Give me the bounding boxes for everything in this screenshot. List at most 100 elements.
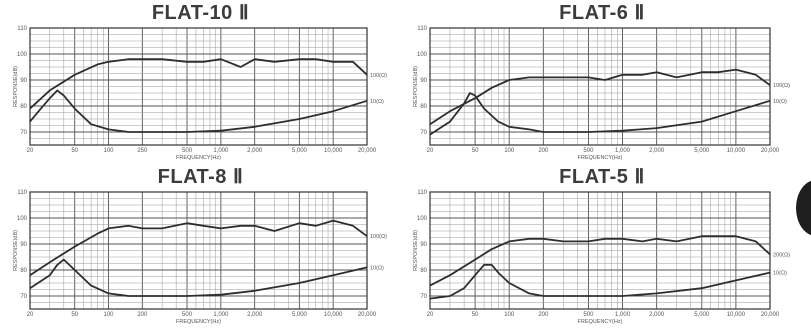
series-line xyxy=(429,263,771,300)
chart-title: FLAT-5 Ⅱ xyxy=(559,166,645,188)
plot-area: 70 80 90 100 110 20 50 100 200 500 1,000 2,000 5,000… xyxy=(413,26,790,161)
x-tick-label: 50 xyxy=(472,312,479,318)
y-tick-label: 80 xyxy=(420,104,427,110)
x-axis-label: FREQUENCY(Hz) xyxy=(176,319,221,325)
chart-title: FLAT-10 Ⅱ xyxy=(151,2,250,24)
x-tick-label: 1,000 xyxy=(615,148,631,154)
series-line xyxy=(29,58,368,110)
x-tick-label: 20,000 xyxy=(358,148,377,154)
x-tick-label: 100 xyxy=(504,148,515,154)
y-tick-label: 70 xyxy=(420,130,427,136)
series-label: 200(Ω) xyxy=(773,252,790,258)
chart-flat-5: FLAT-5 Ⅱ 70 80 90 100 110 20 50 100 200 500 1,000 2… xyxy=(408,164,796,329)
series-line xyxy=(29,258,368,297)
x-tick-label: 200 xyxy=(538,148,549,154)
series-line xyxy=(29,219,368,276)
y-axis-label: RESPONSE(dB) xyxy=(413,66,419,107)
x-tick-label: 5,000 xyxy=(694,148,710,154)
series-label: 100(Ω) xyxy=(370,234,387,240)
plot-area: 70 80 90 100 110 20 50 100 200 500 1,000 2,000 5,000… xyxy=(13,190,387,325)
x-tick-label: 250 xyxy=(137,148,148,154)
x-tick-label: 10,000 xyxy=(727,312,746,318)
series-label: 10(Ω) xyxy=(370,265,384,271)
x-tick-label: 2,000 xyxy=(247,312,263,318)
x-tick-label: 10,000 xyxy=(324,148,343,154)
series-label: 10(Ω) xyxy=(370,99,384,105)
chart-flat-8: FLAT-8 Ⅱ 70 80 90 100 110 20 50 100 200 500 1,000 2… xyxy=(8,164,393,329)
x-tick-label: 5,000 xyxy=(694,312,710,318)
plot-frame xyxy=(429,191,771,310)
y-tick-label: 110 xyxy=(417,26,427,32)
x-tick-label: 2,000 xyxy=(247,148,263,154)
y-tick-label: 100 xyxy=(17,216,28,222)
x-tick-label: 500 xyxy=(182,312,193,318)
plot-frame xyxy=(29,191,368,310)
chart-flat-6: FLAT-6 Ⅱ 70 80 90 100 110 20 50 100 200 500 1,000 2… xyxy=(408,0,796,165)
y-tick-label: 90 xyxy=(420,78,427,84)
y-axis-label: RESPONSE(dB) xyxy=(413,230,419,271)
x-tick-label: 500 xyxy=(583,148,594,154)
y-tick-label: 110 xyxy=(417,190,427,196)
series-line xyxy=(429,92,771,136)
series-label: 100(Ω) xyxy=(370,73,387,79)
x-axis-label: FREQUENCY(Hz) xyxy=(578,155,623,161)
x-tick-label: 2,000 xyxy=(649,312,665,318)
x-tick-label: 50 xyxy=(472,148,479,154)
y-tick-label: 110 xyxy=(17,26,27,32)
x-tick-label: 20 xyxy=(427,312,434,318)
x-tick-label: 2,000 xyxy=(649,148,665,154)
x-axis-label: FREQUENCY(Hz) xyxy=(578,319,623,325)
y-tick-label: 70 xyxy=(20,294,27,300)
x-tick-label: 50 xyxy=(71,148,78,154)
series-label: 10(Ω) xyxy=(773,271,787,277)
x-tick-label: 500 xyxy=(583,312,594,318)
x-tick-label: 5,000 xyxy=(292,312,308,318)
x-tick-label: 100 xyxy=(104,312,115,318)
plot-frame xyxy=(29,27,368,146)
series-line xyxy=(429,235,771,287)
y-tick-label: 100 xyxy=(417,52,428,58)
series-line xyxy=(29,89,368,133)
series-line xyxy=(429,68,771,125)
y-tick-label: 90 xyxy=(20,242,27,248)
chart-title: FLAT-8 Ⅱ xyxy=(157,166,244,188)
series-label: 10(Ω) xyxy=(773,99,787,105)
plot-frame xyxy=(429,27,771,146)
x-tick-label: 20 xyxy=(27,148,34,154)
x-tick-label: 1,000 xyxy=(615,312,631,318)
y-tick-label: 80 xyxy=(20,268,27,274)
plot-area: 70 80 90 100 110 20 50 100 250 500 1,000 2,000 5,000… xyxy=(13,26,387,161)
x-tick-label: 1,000 xyxy=(213,312,229,318)
edge-disc-decoration xyxy=(796,180,811,236)
y-axis-label: RESPONSE(dB) xyxy=(13,66,19,107)
x-tick-label: 20,000 xyxy=(761,312,780,318)
x-tick-label: 20 xyxy=(427,148,434,154)
y-tick-label: 110 xyxy=(17,190,27,196)
y-tick-label: 100 xyxy=(17,52,28,58)
x-tick-label: 100 xyxy=(104,148,115,154)
x-tick-label: 5,000 xyxy=(292,148,308,154)
x-tick-label: 200 xyxy=(538,312,549,318)
x-tick-label: 10,000 xyxy=(324,312,343,318)
y-tick-label: 70 xyxy=(420,294,427,300)
x-tick-label: 100 xyxy=(504,312,515,318)
plot-area: 70 80 90 100 110 20 50 100 200 500 1,000 2,000 5,000… xyxy=(413,190,790,325)
x-tick-label: 50 xyxy=(71,312,78,318)
y-tick-label: 80 xyxy=(420,268,427,274)
series-label: 100(Ω) xyxy=(773,83,790,89)
x-tick-label: 10,000 xyxy=(727,148,746,154)
y-tick-label: 80 xyxy=(20,104,27,110)
y-tick-label: 90 xyxy=(420,242,427,248)
x-tick-label: 500 xyxy=(182,148,193,154)
x-tick-label: 1,000 xyxy=(213,148,229,154)
x-axis-label: FREQUENCY(Hz) xyxy=(176,155,221,161)
x-tick-label: 20 xyxy=(27,312,34,318)
x-tick-label: 200 xyxy=(137,312,148,318)
chart-flat-10: FLAT-10 Ⅱ 70 80 90 100 110 20 50 100 250 500 1,000… xyxy=(8,0,393,165)
y-tick-label: 70 xyxy=(20,130,27,136)
x-tick-label: 20,000 xyxy=(358,312,377,318)
chart-title: FLAT-6 Ⅱ xyxy=(559,2,645,24)
y-tick-label: 90 xyxy=(20,78,27,84)
y-tick-label: 100 xyxy=(417,216,428,222)
y-axis-label: RESPONSE(dB) xyxy=(13,230,19,271)
